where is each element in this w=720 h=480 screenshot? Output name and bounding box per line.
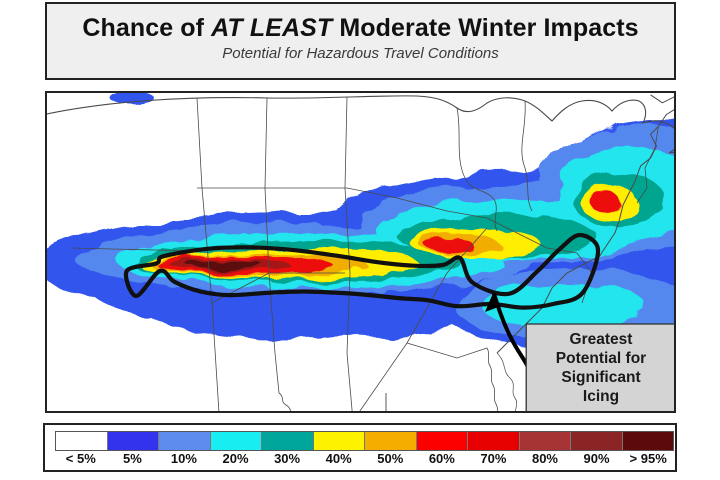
svg-text:Greatest: Greatest	[570, 331, 633, 348]
svg-text:Icing: Icing	[583, 388, 619, 405]
svg-text:Potential for: Potential for	[556, 350, 646, 367]
svg-text:Significant: Significant	[561, 369, 640, 386]
